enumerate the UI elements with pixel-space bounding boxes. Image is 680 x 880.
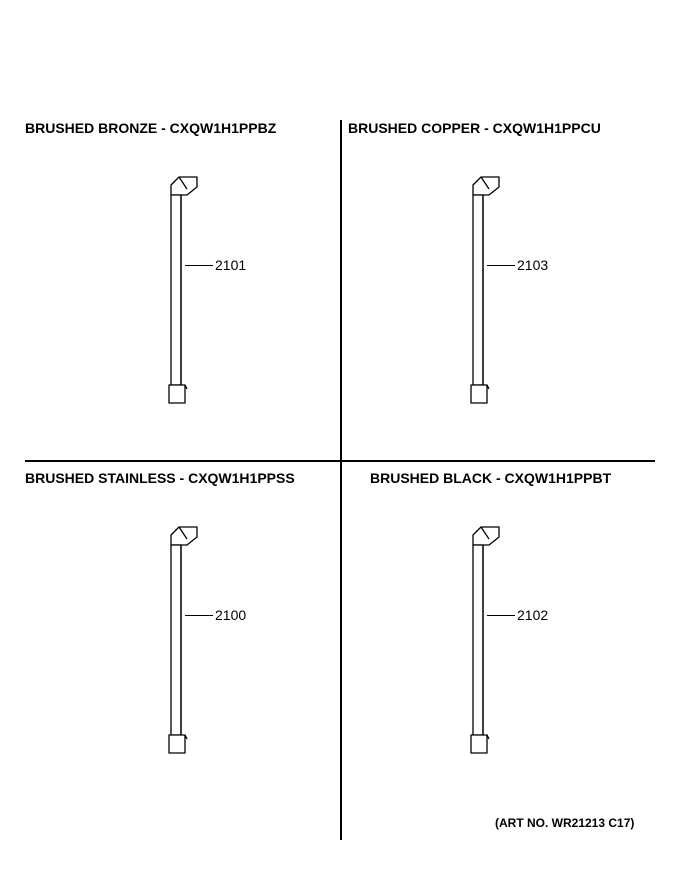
leader-line [185, 265, 213, 266]
vertical-divider [340, 120, 342, 840]
leader-line [185, 615, 213, 616]
title-brushed-stainless: BRUSHED STAINLESS - CXQW1H1PPSS [25, 470, 295, 486]
handle-illustration-copper [469, 175, 505, 410]
art-number: (ART NO. WR21213 C17) [495, 816, 634, 830]
leader-line [487, 265, 515, 266]
handle-illustration-bronze [167, 175, 203, 410]
leader-line [487, 615, 515, 616]
part-number-label: 2101 [215, 257, 246, 273]
part-number-label: 2103 [517, 257, 548, 273]
handle-illustration-black [469, 525, 505, 760]
horizontal-divider [25, 460, 655, 462]
title-brushed-copper: BRUSHED COPPER - CXQW1H1PPCU [348, 120, 601, 136]
part-number-label: 2102 [517, 607, 548, 623]
handle-illustration-stainless [167, 525, 203, 760]
part-number-label: 2100 [215, 607, 246, 623]
title-brushed-black: BRUSHED BLACK - CXQW1H1PPBT [370, 470, 611, 486]
title-brushed-bronze: BRUSHED BRONZE - CXQW1H1PPBZ [25, 120, 276, 136]
